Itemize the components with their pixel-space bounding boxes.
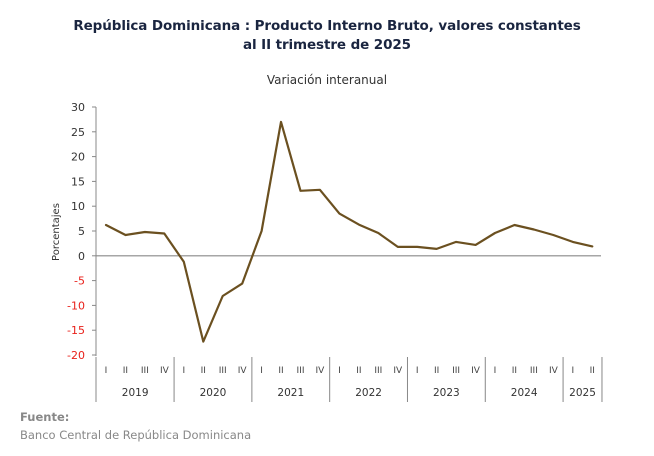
chart-title-line-1: República Dominicana : Producto Interno …	[73, 18, 581, 34]
y-tick-label: 30	[71, 101, 85, 114]
quarter-label: IV	[393, 366, 403, 376]
y-tick-label: 20	[71, 151, 85, 164]
quarter-label: IV	[238, 366, 248, 376]
quarter-label: II	[201, 366, 206, 376]
quarter-label: I	[338, 366, 341, 376]
year-label: 2025	[569, 387, 596, 399]
y-tick-label: 5	[78, 225, 85, 238]
plot-area	[96, 120, 601, 343]
y-tick-label: -15	[67, 324, 85, 337]
y-tick-label: -5	[74, 275, 85, 288]
year-label: 2024	[511, 387, 538, 399]
quarter-label: II	[356, 366, 361, 376]
quarter-label: I	[494, 366, 497, 376]
quarter-label: IV	[471, 366, 481, 376]
quarter-label: I	[416, 366, 419, 376]
y-tick-label: -10	[67, 299, 85, 312]
quarter-label: II	[278, 366, 283, 376]
quarter-label: IV	[316, 366, 326, 376]
quarter-label: II	[512, 366, 517, 376]
quarter-label: I	[260, 366, 263, 376]
quarter-label: III	[219, 366, 227, 376]
chart-subtitle: Variación interanual	[266, 73, 388, 87]
quarter-label: III	[297, 366, 305, 376]
quarter-label: III	[374, 366, 382, 376]
quarter-label: IV	[160, 366, 170, 376]
chart-title: República Dominicana : Producto Interno …	[0, 17, 654, 55]
y-tick-label: 10	[71, 200, 85, 213]
quarter-label: III	[452, 366, 460, 376]
year-label: 2023	[433, 387, 460, 399]
source-label: Fuente:	[20, 410, 70, 424]
y-tick-label: 0	[78, 250, 85, 263]
y-axis-label: Porcentajes	[51, 203, 62, 261]
y-tick-label: 25	[71, 126, 85, 139]
year-label: 2021	[277, 387, 304, 399]
quarter-label: I	[571, 366, 574, 376]
y-tick-label: 15	[71, 175, 85, 188]
quarter-label: III	[530, 366, 538, 376]
quarter-label: I	[105, 366, 108, 376]
year-label: 2022	[355, 387, 382, 399]
year-label: 2019	[122, 387, 149, 399]
quarter-label: III	[141, 366, 149, 376]
y-axis: 30 25 20 15 10 5 0 -5 -10 -15 -20	[67, 101, 97, 362]
quarter-label: II	[590, 366, 595, 376]
source-text: Banco Central de República Dominicana	[20, 428, 252, 442]
quarter-label: I	[182, 366, 185, 376]
quarter-label: IV	[549, 366, 559, 376]
series-line	[104, 120, 594, 343]
chart-title-line-2: al II trimestre de 2025	[243, 37, 411, 53]
quarter-label: II	[434, 366, 439, 376]
quarter-label: II	[123, 366, 128, 376]
y-tick-label: -20	[67, 349, 85, 362]
year-label: 2020	[200, 387, 227, 399]
